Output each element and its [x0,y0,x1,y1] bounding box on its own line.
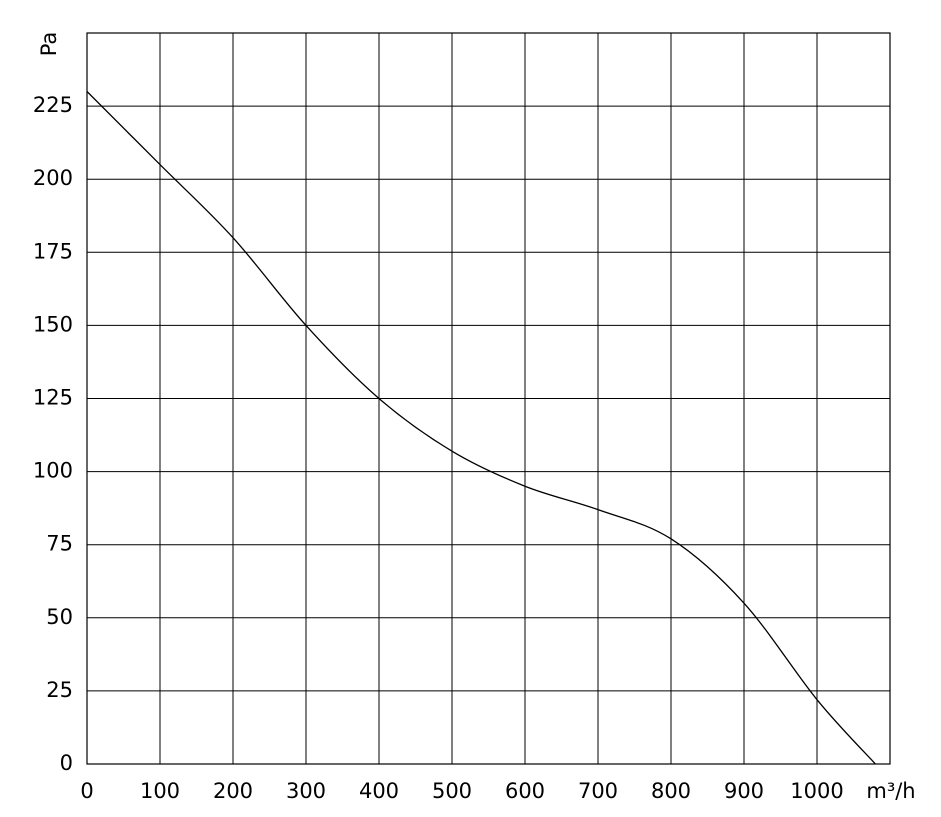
x-tick-label: 100 [140,779,180,803]
x-tick-label: 300 [286,779,326,803]
x-tick-label: 400 [359,779,399,803]
y-tick-label: 150 [33,312,73,336]
y-tick-label: 75 [46,532,73,556]
line [86,91,876,765]
x-tick-label: 700 [578,779,618,803]
y-tick-label: 125 [33,386,73,410]
x-tick-label: 200 [213,779,253,803]
x-tick-label: 900 [724,779,764,803]
y-tick-label: 0 [60,751,73,775]
y-tick-label: 50 [46,605,73,629]
y-tick-label: 100 [33,459,73,483]
x-tick-label: 800 [651,779,691,803]
y-tick-label: 175 [33,239,73,263]
x-tick-label: 1000 [790,779,843,803]
x-axis-label: m³/h [866,779,915,803]
x-tick-label: 600 [505,779,545,803]
y-tick-label: 200 [33,166,73,190]
x-tick-label: 500 [432,779,472,803]
y-axis-label: Pa [37,32,61,57]
y-tick-label: 25 [46,678,73,702]
x-tick-label: 0 [80,779,93,803]
y-tick-label: 225 [33,93,73,117]
